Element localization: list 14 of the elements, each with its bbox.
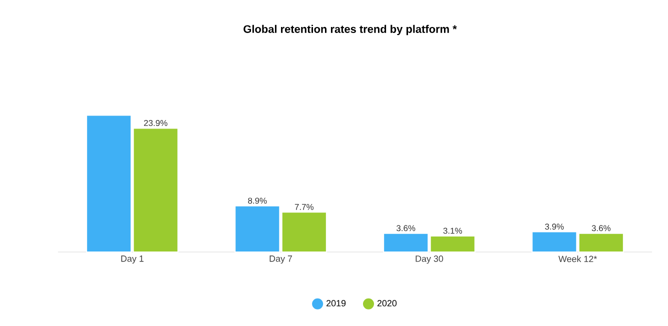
- data-label: 7.7%: [294, 204, 314, 210]
- x-tick-label: Week 12*: [558, 256, 597, 262]
- data-label: 3.6%: [592, 225, 610, 232]
- data-label: 3.1%: [443, 228, 462, 234]
- legend-label: 2020: [377, 300, 397, 306]
- x-tick-label: Day 1: [121, 256, 144, 264]
- data-label: 3.9%: [545, 224, 564, 230]
- data-label: 23.9%: [144, 120, 168, 126]
- data-label: 3.6%: [396, 225, 416, 232]
- x-tick-label: Day 7: [270, 256, 292, 264]
- chart-title: Global retention rates trend by platform *: [244, 24, 457, 36]
- x-tick-label: Day 30: [416, 256, 444, 264]
- legend-label: 2019: [326, 300, 346, 306]
- data-label: 8.9%: [248, 198, 267, 204]
